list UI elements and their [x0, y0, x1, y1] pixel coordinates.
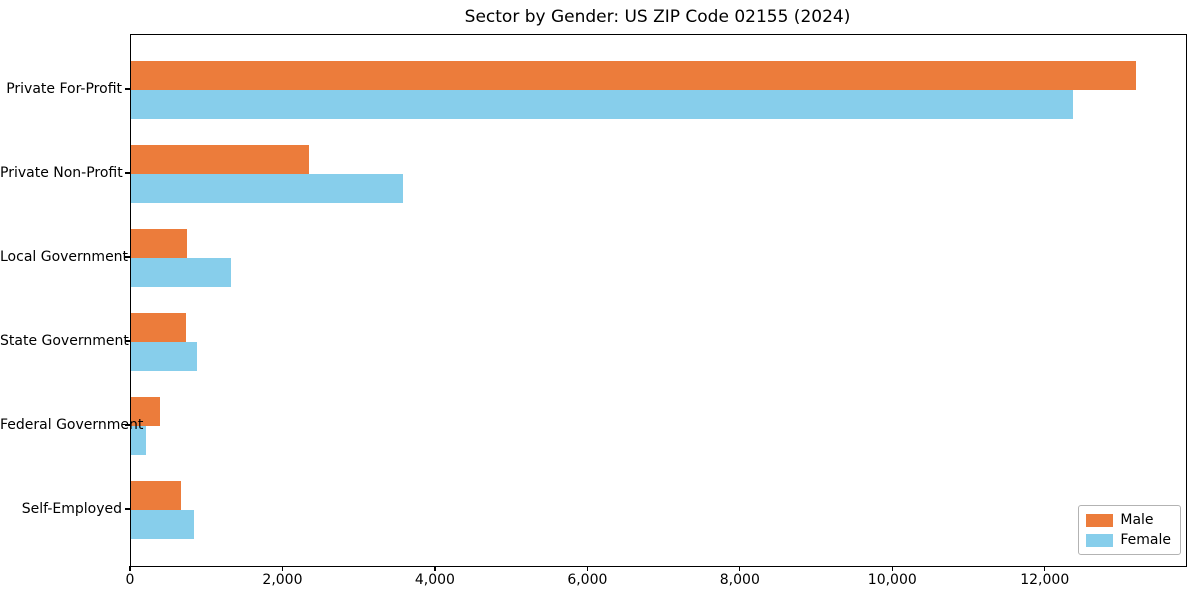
y-tick-label: Self-Employed — [21, 501, 122, 517]
chart-title: Sector by Gender: US ZIP Code 02155 (202… — [464, 7, 851, 27]
bar-female-5 — [131, 510, 195, 539]
legend-label-male: Male — [1120, 512, 1154, 528]
bar-female-4 — [131, 426, 146, 455]
legend-label-female: Female — [1120, 532, 1171, 548]
plot-area: Male Female — [130, 34, 1187, 567]
male-series-swatch — [1086, 513, 1114, 527]
x-tick-label: 4,000 — [414, 572, 455, 588]
bar-female-1 — [131, 174, 404, 203]
bar-male-4 — [131, 397, 160, 426]
y-tick-label: Private For-Profit — [6, 81, 122, 97]
legend: Male Female — [1078, 505, 1181, 555]
legend-item-male: Male — [1086, 512, 1171, 528]
y-tick-label: Private Non-Profit — [0, 165, 123, 181]
bar-male-2 — [131, 229, 188, 258]
y-tick-label: Federal Government — [0, 417, 144, 433]
bar-male-3 — [131, 313, 186, 342]
x-tick-label: 0 — [125, 572, 135, 588]
x-tick-label: 8,000 — [719, 572, 760, 588]
bar-female-2 — [131, 258, 231, 287]
legend-item-female: Female — [1086, 532, 1171, 548]
bar-female-3 — [131, 342, 197, 371]
bar-male-5 — [131, 481, 181, 510]
x-tick-label: 6,000 — [567, 572, 608, 588]
x-tick-label: 10,000 — [867, 572, 917, 588]
x-tick-label: 12,000 — [1020, 572, 1070, 588]
bar-female-0 — [131, 90, 1074, 119]
bar-male-0 — [131, 61, 1136, 90]
female-series-swatch — [1086, 533, 1114, 547]
bar-male-1 — [131, 145, 310, 174]
x-tick-label: 2,000 — [262, 572, 303, 588]
bars-layer — [131, 35, 1186, 566]
y-tick-label: Local Government — [0, 249, 129, 265]
y-tick-label: State Government — [0, 333, 129, 349]
